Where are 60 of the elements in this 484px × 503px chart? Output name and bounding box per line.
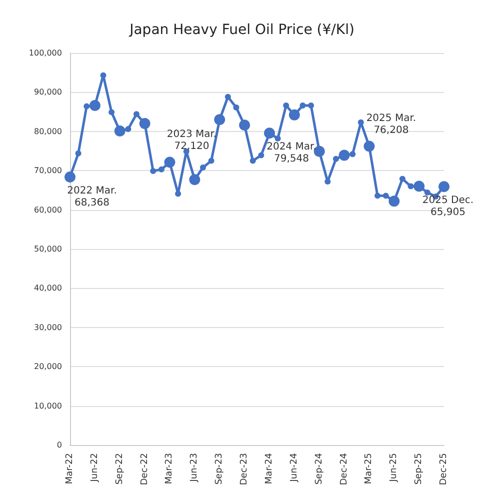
- annotation: 2022 Mar. 68,368: [67, 185, 117, 208]
- x-tick-label: Dec-24: [339, 452, 350, 486]
- y-tick-label: 20,000: [34, 362, 62, 372]
- x-tick-label: Jun-24: [289, 452, 300, 483]
- x-tick-label: Mar-24: [264, 452, 274, 484]
- x-tick-label: Jun-25: [389, 453, 400, 483]
- x-tick-label: Dec-25: [439, 453, 449, 486]
- point: [125, 126, 132, 132]
- point: [224, 94, 231, 100]
- point: [382, 192, 389, 199]
- point: [424, 190, 430, 196]
- point: [133, 111, 140, 118]
- x-tick-label: Mar-25: [364, 453, 374, 484]
- y-tick-label: 90,000: [34, 88, 62, 97]
- point: [350, 151, 356, 158]
- point: [100, 72, 106, 78]
- annotation: 2023 Mar. 72,120: [166, 128, 217, 152]
- point: [274, 135, 281, 142]
- x-tick-label: Sep-23: [214, 453, 225, 485]
- point: [150, 168, 156, 174]
- point: [332, 156, 339, 162]
- x-tick-label: Dec-23: [240, 453, 250, 486]
- x-tick-label: Sep-24: [314, 452, 324, 485]
- point: [233, 104, 240, 110]
- point: [308, 102, 314, 109]
- y-tick-label: 80,000: [34, 126, 62, 136]
- point: [399, 176, 406, 182]
- point: [175, 190, 182, 197]
- x-tick-label: Mar-23: [164, 453, 175, 484]
- y-tick-label: 70,000: [34, 166, 62, 176]
- point: [374, 192, 381, 199]
- point: [108, 109, 115, 116]
- x-tick-label: Jun-22: [90, 453, 100, 483]
- y-tick-label: 10,000: [34, 401, 62, 410]
- x-tick-label: Sep-22: [114, 453, 125, 485]
- point: [200, 164, 206, 170]
- x-tick-label: Mar-22: [65, 453, 75, 484]
- y-tick-label: 60,000: [34, 205, 62, 214]
- y-tick-label: 50,000: [34, 244, 62, 254]
- y-tick-label: 30,000: [34, 322, 62, 332]
- point: [324, 178, 331, 185]
- annotation: 2025 Mar. 76,208: [366, 112, 416, 136]
- point: [158, 166, 164, 172]
- chart-title: Japan Heavy Fuel Oil Price (¥/Kl): [128, 22, 354, 38]
- point: [250, 158, 256, 164]
- y-tick-label: 100,000: [28, 48, 62, 58]
- y-tick-label: 0: [56, 440, 62, 450]
- point: [75, 150, 82, 156]
- x-tick-label: Jun-23: [190, 453, 200, 483]
- y-tick-label: 40,000: [34, 284, 62, 293]
- point: [408, 183, 414, 190]
- annotation: 2025 Dec. 65,905: [422, 195, 474, 218]
- x-tick-label: Dec-22: [140, 453, 150, 486]
- point: [208, 158, 214, 164]
- point: [300, 102, 306, 109]
- point: [258, 152, 264, 158]
- annotation: 2024 Mar. 79,548: [266, 142, 316, 165]
- x-tick-label: Sep-25: [414, 453, 424, 485]
- point: [84, 103, 90, 110]
- point: [358, 119, 364, 126]
